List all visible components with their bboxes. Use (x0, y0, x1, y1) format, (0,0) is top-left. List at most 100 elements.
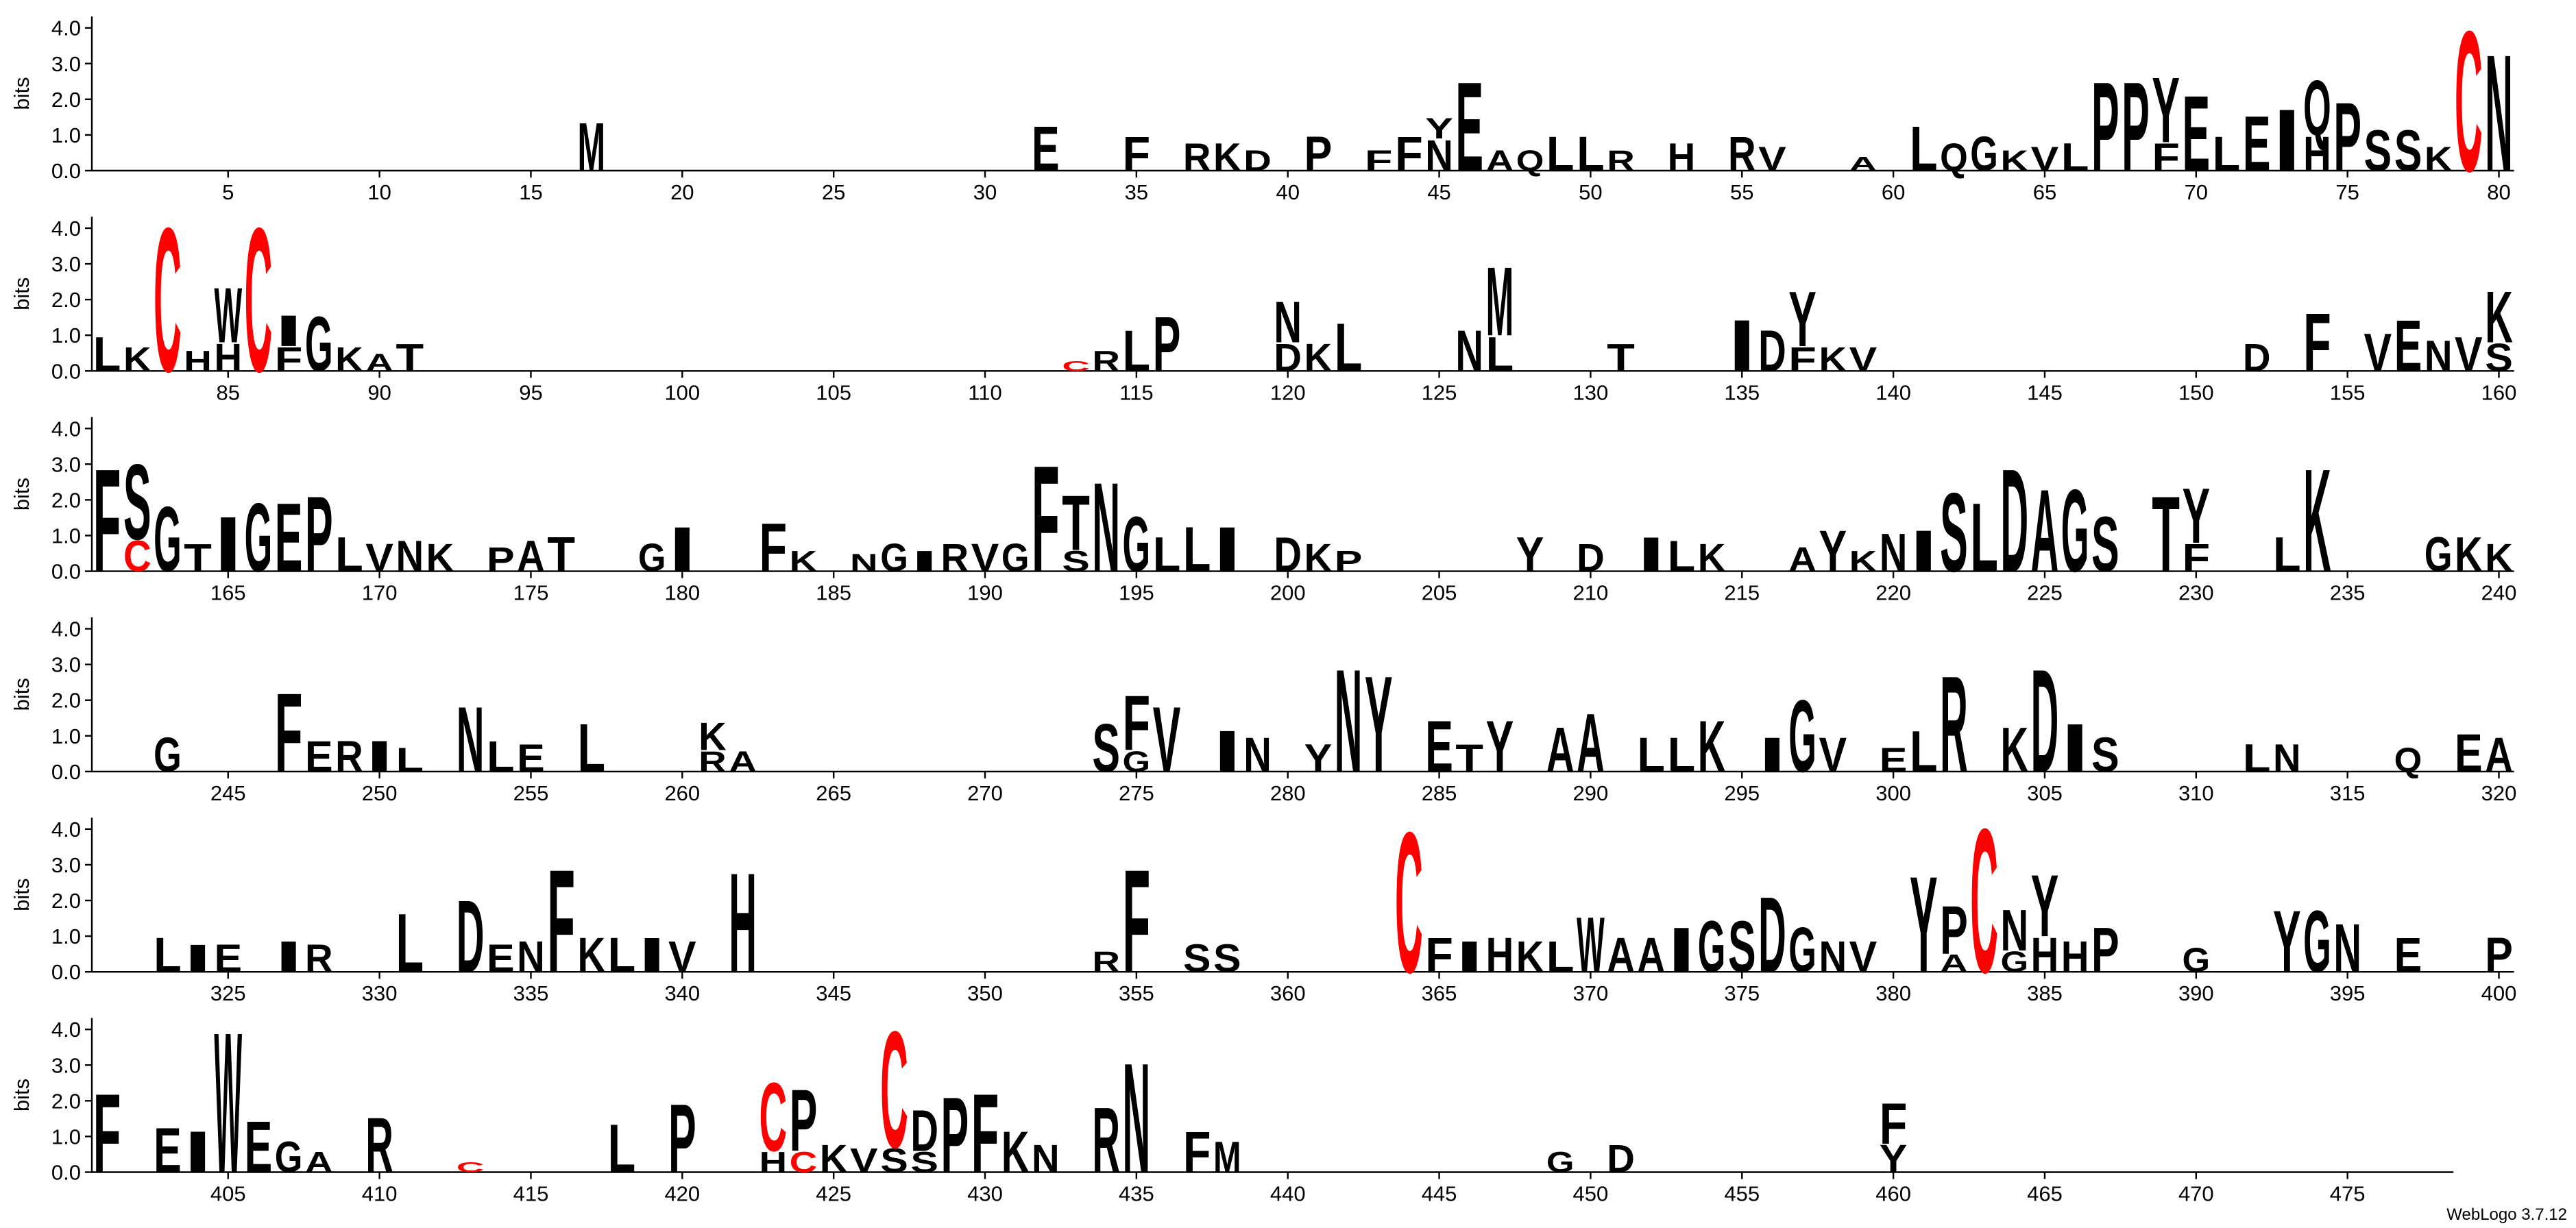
logo-letter: C (790, 1146, 818, 1179)
logo-letter: G (2182, 941, 2210, 979)
logo-letter: I (365, 732, 393, 781)
logo-letter: T (184, 536, 212, 580)
x-tick-label: 335 (513, 981, 549, 1005)
logo-letter: V (850, 1141, 878, 1179)
logo-letter: F (1032, 434, 1060, 604)
logo-letter: Y (1516, 527, 1544, 582)
logo-letter: G (2000, 946, 2028, 979)
logo-letter: V (1849, 340, 1878, 378)
logo-letter: C (123, 531, 151, 580)
logo-letter: H (2061, 932, 2089, 981)
logo-letter: K (1849, 545, 1878, 578)
y-axis-label: bits (10, 1079, 34, 1112)
logo-letter: I (1910, 518, 1938, 584)
x-tick-label: 20 (670, 180, 694, 204)
x-tick-label: 380 (1875, 981, 1911, 1005)
logo-letter: K (1819, 340, 1847, 378)
x-tick-label: 50 (1579, 180, 1602, 204)
logo-letter: K (2485, 536, 2513, 580)
y-tick-label: 3.0 (51, 452, 81, 476)
logo-letter: N (517, 932, 545, 981)
x-tick-label: 260 (664, 781, 700, 805)
logo-letter: S (2091, 728, 2119, 783)
x-tick-label: 90 (367, 380, 391, 404)
logo-letter: L (93, 327, 121, 382)
logo-letter: L (1637, 728, 1665, 783)
logo-letter: G (638, 536, 666, 580)
y-tick-label: 4.0 (51, 16, 81, 40)
logo-letter: L (1486, 327, 1514, 382)
logo-letter: D (1243, 145, 1272, 177)
x-tick-label: 450 (1573, 1182, 1609, 1206)
logo-letter: F (1880, 1091, 1908, 1157)
logo-letter: V (2031, 139, 2059, 177)
logo-letter: H (1486, 928, 1514, 983)
y-tick-label: 3.0 (51, 252, 81, 276)
logo-letter: L (2273, 527, 2301, 582)
x-tick-label: 420 (664, 1182, 700, 1206)
logo-letter: T (547, 527, 575, 582)
logo-letter: L (154, 928, 182, 983)
logo-letter: S (1213, 937, 1241, 981)
logo-letter: F (1123, 840, 1151, 1003)
x-tick-label: 75 (2335, 180, 2359, 204)
logo-letter: Q (1940, 136, 1968, 180)
logo-letter: F (1395, 127, 1423, 182)
logo-letter: E (154, 1116, 182, 1186)
x-tick-label: 390 (2178, 981, 2214, 1005)
logo-letter: F (275, 670, 303, 796)
logo-letter: S (2091, 500, 2119, 588)
logo-letter: D (2243, 336, 2271, 380)
x-tick-label: 5 (222, 180, 234, 204)
logo-letter: L (608, 1110, 636, 1187)
logo-letter: F (1365, 145, 1393, 177)
x-tick-label: 330 (362, 981, 398, 1005)
x-tick-label: 415 (513, 1182, 549, 1206)
logo-letter: A (2031, 465, 2059, 596)
x-tick-label: 250 (362, 781, 398, 805)
logo-letter: R (1092, 345, 1120, 378)
y-tick-label: 2.0 (51, 488, 81, 512)
logo-letter: I (2273, 92, 2301, 190)
logo-letter: I (184, 937, 212, 981)
logo-letter: N (1880, 524, 1908, 583)
logo-letter: N (1092, 456, 1120, 598)
logo-letter: F (760, 510, 788, 587)
logo-letter: Y (2031, 857, 2059, 955)
logo-letter: H (2303, 127, 2331, 182)
logo-letter: M (1486, 247, 1514, 357)
logo-letter: L (1910, 719, 1938, 785)
x-tick-label: 145 (2027, 380, 2063, 404)
x-tick-label: 290 (1573, 781, 1609, 805)
logo-letter: G (1788, 680, 1816, 794)
logo-letter: E (487, 937, 515, 981)
logo-letter: G (1970, 127, 1998, 182)
logo-letter: K (1516, 932, 1544, 981)
logo-letter: L (1335, 309, 1363, 386)
logo-letter: V (1153, 688, 1181, 791)
logo-letter: D (1758, 874, 1786, 994)
logo-letter: A (2485, 728, 2513, 783)
y-tick-label: 3.0 (51, 653, 81, 677)
logo-letter: K (577, 928, 605, 983)
logo-letter: K (790, 545, 818, 578)
y-axis-label: bits (10, 678, 34, 711)
logo-letter: G (1123, 500, 1151, 588)
logo-letter: C (457, 1159, 485, 1176)
x-tick-label: 10 (367, 180, 391, 204)
x-tick-label: 300 (1875, 781, 1911, 805)
logo-letter: H (1668, 136, 1696, 180)
logo-letter: K (2000, 145, 2028, 177)
logo-letter: K (1213, 136, 1241, 180)
logo-letter: D (1274, 336, 1302, 380)
logo-letter: K (1698, 536, 1726, 580)
logo-letter: A (1849, 153, 1878, 175)
logo-letter: D (1607, 1137, 1635, 1181)
logo-letter: Y (2273, 893, 2301, 991)
logo-letter: G (1788, 915, 1816, 985)
logo-letter: R (1940, 648, 1968, 801)
logo-letter: S (2394, 118, 2422, 184)
logo-letter: L (396, 740, 424, 778)
logo-letter: P (487, 540, 515, 578)
x-tick-label: 270 (967, 781, 1003, 805)
